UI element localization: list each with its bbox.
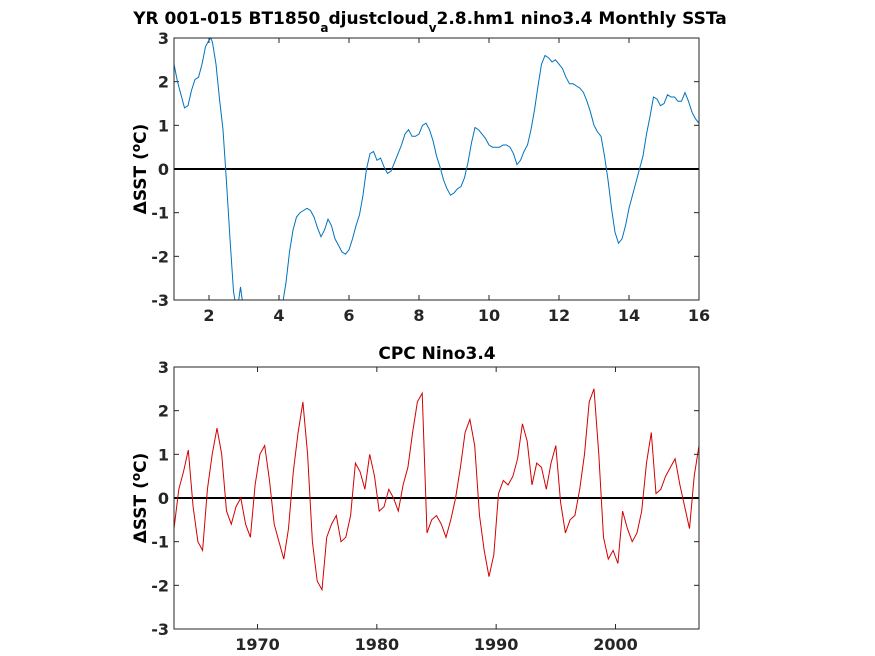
top-y-tick-label: -3 bbox=[151, 291, 169, 310]
bottom-y-axis-label: ΔSST (oC) bbox=[129, 453, 151, 544]
top-y-axis-label: ΔSST (oC) bbox=[129, 124, 151, 215]
top-x-tick-label: 12 bbox=[548, 306, 570, 325]
bottom-y-tick-label: -2 bbox=[151, 576, 169, 595]
bottom-y-tick-label: 2 bbox=[158, 402, 169, 421]
top-x-tick-label: 16 bbox=[688, 306, 710, 325]
top-x-tick-label: 10 bbox=[478, 306, 500, 325]
top-y-tick-label: -2 bbox=[151, 247, 169, 266]
bottom-x-tick-label: 1980 bbox=[355, 635, 400, 654]
bottom-chart: CPC Nino3.4 1970 1980 1990 2000 -3 -2 -1 0 1 2 3 Δ… bbox=[129, 344, 700, 654]
bottom-y-tick-label: -3 bbox=[151, 620, 169, 639]
top-y-tick-label: 1 bbox=[158, 116, 169, 135]
top-x-tick-label: 8 bbox=[413, 306, 424, 325]
top-x-tick-label: 4 bbox=[273, 306, 284, 325]
top-series-line bbox=[174, 38, 699, 300]
top-y-tick-label: 2 bbox=[158, 73, 169, 92]
bottom-chart-title: CPC Nino3.4 bbox=[378, 344, 495, 364]
bottom-axes-box bbox=[173, 366, 700, 630]
top-y-tick-label: -1 bbox=[151, 204, 169, 223]
top-chart-title: YR 001-015 BT1850adjustcloudv2.8.hm1 nin… bbox=[132, 9, 727, 35]
bottom-y-tick-label: 0 bbox=[158, 489, 169, 508]
bottom-x-tick-label: 1990 bbox=[474, 635, 519, 654]
bottom-y-tick-label: 1 bbox=[158, 445, 169, 464]
top-y-tick-label: 3 bbox=[158, 29, 169, 48]
bottom-series-line bbox=[174, 388, 699, 592]
top-x-tick-label: 2 bbox=[203, 306, 214, 325]
bottom-x-tick-label: 1970 bbox=[235, 635, 280, 654]
top-x-tick-label: 6 bbox=[343, 306, 354, 325]
top-chart: YR 001-015 BT1850adjustcloudv2.8.hm1 nin… bbox=[129, 9, 727, 325]
bottom-y-tick-label: 3 bbox=[158, 358, 169, 377]
top-y-tick-label: 0 bbox=[158, 160, 169, 179]
top-axes-box bbox=[173, 37, 700, 301]
bottom-x-tick-label: 2000 bbox=[593, 635, 638, 654]
bottom-y-tick-label: -1 bbox=[151, 533, 169, 552]
top-x-tick-label: 14 bbox=[618, 306, 640, 325]
